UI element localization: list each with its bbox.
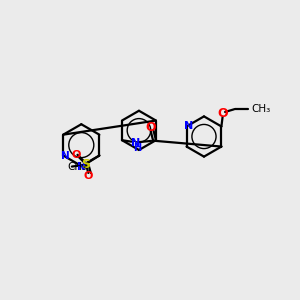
Text: CH₃: CH₃ — [67, 162, 86, 172]
Text: O: O — [72, 150, 81, 160]
Text: N: N — [184, 122, 193, 131]
Text: O: O — [146, 122, 156, 134]
Text: N: N — [61, 151, 69, 160]
Text: N: N — [77, 162, 86, 172]
Text: CH₃: CH₃ — [251, 104, 271, 114]
Text: O: O — [84, 171, 93, 181]
Text: S: S — [81, 158, 90, 171]
Text: H: H — [134, 143, 142, 153]
Text: O: O — [217, 107, 228, 120]
Text: N: N — [131, 138, 140, 148]
